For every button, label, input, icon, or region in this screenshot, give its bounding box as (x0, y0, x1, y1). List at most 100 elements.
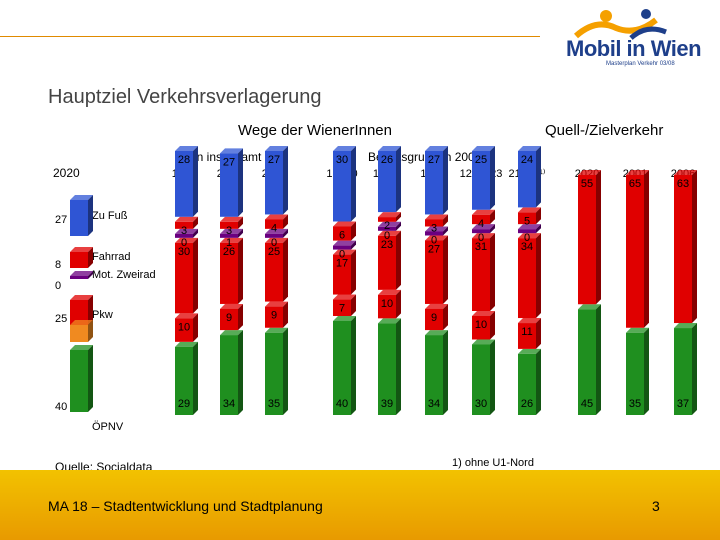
bar-segment (175, 216, 198, 229)
data-label: 0 (339, 249, 345, 261)
data-label: 45 (581, 398, 593, 410)
slide-title: Hauptziel Verkehrsverlagerung (48, 86, 322, 108)
bar-segment (472, 146, 495, 210)
data-label: 10 (381, 298, 393, 310)
footnote: 1) ohne U1-Nord (452, 457, 534, 469)
data-label: 17 (336, 258, 348, 270)
data-label: 26 (521, 398, 533, 410)
data-label: 0 (478, 232, 484, 244)
data-label: 3 (431, 222, 437, 234)
legend-swatch (70, 271, 93, 279)
bar-segment (378, 146, 401, 213)
data-label: 27 (428, 244, 440, 256)
data-label: 30 (475, 398, 487, 410)
data-label: 7 (339, 303, 345, 315)
data-label: 55 (581, 178, 593, 190)
data-label: 6 (339, 230, 345, 242)
data-label: 5 (524, 215, 530, 227)
bar-segment (578, 170, 601, 305)
data-label: 2 (384, 220, 390, 232)
data-label: 27 (223, 156, 235, 168)
footer-text: MA 18 – Stadtentwicklung und Stadtplanun… (48, 498, 323, 514)
bar-segment (175, 341, 198, 415)
bar-segment (175, 313, 198, 342)
bar-segment (578, 304, 601, 415)
legend-swatch (70, 320, 93, 342)
data-label: 23 (381, 239, 393, 251)
data-label: 35 (268, 398, 280, 410)
bar-segment (674, 323, 697, 415)
bar-segment (378, 318, 401, 415)
legend-value-car: 25 (55, 313, 68, 325)
legend-swatch (70, 247, 93, 268)
bar-segment (265, 228, 288, 238)
bar-segment (518, 348, 541, 415)
data-label: 65 (629, 178, 641, 190)
data-label: 11 (521, 326, 532, 338)
data-label: 26 (381, 154, 393, 166)
data-label: 34 (223, 398, 235, 410)
bar-segment (333, 294, 356, 316)
legend-value-transit: 40 (55, 401, 68, 413)
legend-value-bike: 8 (55, 259, 62, 271)
bar-segment (518, 318, 541, 349)
data-label: 3 (226, 225, 232, 237)
legend-label-moto: Mot. Zweirad (92, 269, 156, 281)
bar-segment (472, 311, 495, 340)
bar-segment (333, 316, 356, 415)
data-label: 63 (677, 178, 689, 190)
bar-segment (425, 146, 448, 215)
bar-segment (626, 327, 649, 415)
bar-segment (175, 237, 198, 314)
data-label: 40 (336, 398, 348, 410)
bar-segment (265, 301, 288, 328)
bar-segment (518, 224, 541, 234)
data-label: 4 (478, 218, 484, 230)
data-label: 39 (381, 398, 393, 410)
bar-segment (425, 303, 448, 331)
bar-segment (175, 146, 198, 217)
data-label: 29 (178, 398, 190, 410)
bar-segment (265, 146, 288, 215)
bar-segment (518, 233, 541, 319)
bar-segment (220, 303, 243, 331)
data-label: 0 (384, 230, 390, 242)
bar-segment (175, 228, 198, 238)
data-label: 3 (181, 225, 187, 237)
header-rule (0, 36, 540, 37)
bar-segment (265, 237, 288, 302)
bar-segment (626, 170, 649, 328)
legend-label-transit: ÖPNV (92, 421, 124, 433)
bar-segment (333, 249, 356, 295)
bar-segment (674, 170, 697, 324)
bar-segment (333, 146, 356, 222)
legend-label-walk: Zu Fuß (92, 210, 128, 222)
legend-swatch (70, 195, 93, 236)
data-label: 1 (226, 237, 232, 249)
bar-segment (378, 212, 401, 222)
data-label: 35 (629, 398, 641, 410)
bar-segment (425, 235, 448, 304)
data-label: 28 (178, 154, 190, 166)
legend-value-walk: 27 (55, 214, 68, 226)
data-label: 0 (431, 235, 437, 247)
data-label: 10 (178, 321, 190, 333)
data-label: 25 (475, 154, 487, 166)
bar-segment (425, 214, 448, 227)
logo-figures-icon (573, 9, 667, 40)
data-label: 9 (226, 312, 232, 324)
data-label: 30 (178, 246, 190, 258)
bar-segment (378, 230, 401, 290)
bar-segment (333, 221, 356, 241)
data-label: 30 (336, 154, 348, 166)
bar-segment (333, 240, 356, 250)
data-label: 34 (521, 241, 533, 253)
bar-segment (378, 289, 401, 319)
data-label: 0 (181, 237, 187, 249)
bar-segment (220, 148, 243, 217)
bar-segment (220, 237, 243, 304)
legend-year: 2020 (53, 166, 80, 180)
bar-segment (265, 214, 288, 229)
logo-subtitle: Masterplan Verkehr 03/08 (606, 61, 675, 67)
